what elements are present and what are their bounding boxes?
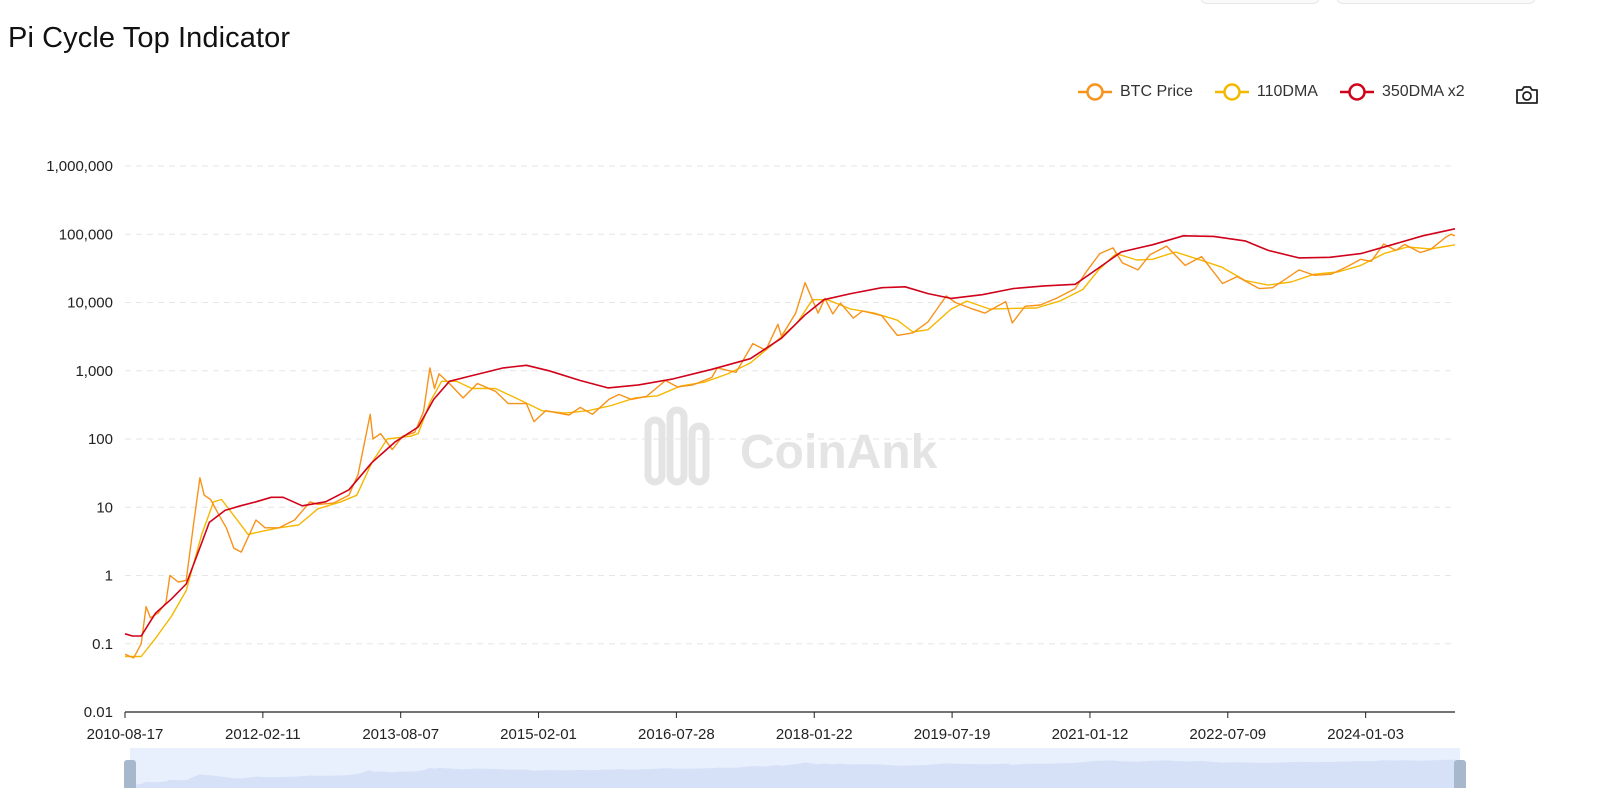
- legend-label-350dma-x2: 350DMA x2: [1381, 83, 1465, 100]
- x-tick-label: 2016-07-28: [638, 726, 715, 743]
- camera-icon[interactable]: [1514, 83, 1540, 107]
- grid-lines: [125, 165, 1455, 645]
- zoom-slider-preview: [125, 759, 1455, 788]
- x-axis: 2010-08-17 2012-02-11 2013-08-07 2015-02-01…: [87, 711, 1455, 743]
- page-title: Pi Cycle Top Indicator: [8, 22, 291, 54]
- x-tick-label: 2018-01-22: [776, 726, 853, 743]
- x-tick-label: 2022-07-09: [1189, 726, 1266, 743]
- x-tick-label: 2024-01-03: [1327, 726, 1404, 743]
- watermark-logo-icon: [644, 406, 710, 486]
- y-tick-label: 1: [105, 568, 113, 585]
- y-tick-label: 1,000,000: [46, 158, 113, 175]
- x-tick-label: 2021-01-12: [1052, 726, 1129, 743]
- legend-label-btc-price: BTC Price: [1120, 83, 1193, 100]
- legend-marker-110dma: [1214, 83, 1249, 101]
- legend-item-110dma[interactable]: 110DMA: [1214, 82, 1318, 102]
- legend-item-350dma-x2[interactable]: 350DMA x2: [1339, 82, 1465, 102]
- zoom-handle-left[interactable]: [124, 760, 136, 788]
- y-tick-label: 100,000: [59, 226, 113, 243]
- x-tick-label: 2019-07-19: [914, 726, 991, 743]
- x-tick-label: 2010-08-17: [87, 726, 164, 743]
- y-tick-label: 0.1: [92, 636, 113, 653]
- legend-item-btc-price[interactable]: BTC Price: [1078, 82, 1193, 102]
- legend-marker-350dma-x2: [1339, 83, 1374, 101]
- watermark-text: CoinAnk: [740, 426, 938, 479]
- y-axis: 0.01 0.1 1 10 100 1,000 10,000 100,000 1,000,000: [46, 158, 113, 721]
- y-tick-label: 1,000: [75, 363, 113, 380]
- series-lines: [124, 228, 1456, 659]
- series-line-110dma: [125, 244, 1456, 658]
- x-tick-label: 2015-02-01: [500, 726, 577, 743]
- zoom-slider[interactable]: [124, 748, 1466, 788]
- series-line-btc-price: [124, 233, 1456, 659]
- chart-legend: BTC Price 110DMA 350DMA x2: [1078, 82, 1465, 102]
- y-tick-label: 10,000: [67, 295, 113, 312]
- y-tick-label: 0.01: [84, 704, 113, 721]
- legend-marker-btc-price: [1078, 83, 1112, 101]
- x-tick-label: 2013-08-07: [362, 726, 439, 743]
- series-line-350dma-x2: [124, 228, 1456, 637]
- y-tick-label: 10: [96, 499, 113, 516]
- zoom-handle-right[interactable]: [1454, 760, 1466, 788]
- y-tick-label: 100: [88, 431, 113, 448]
- x-tick-label: 2012-02-11: [225, 726, 301, 743]
- legend-label-110dma: 110DMA: [1256, 83, 1318, 100]
